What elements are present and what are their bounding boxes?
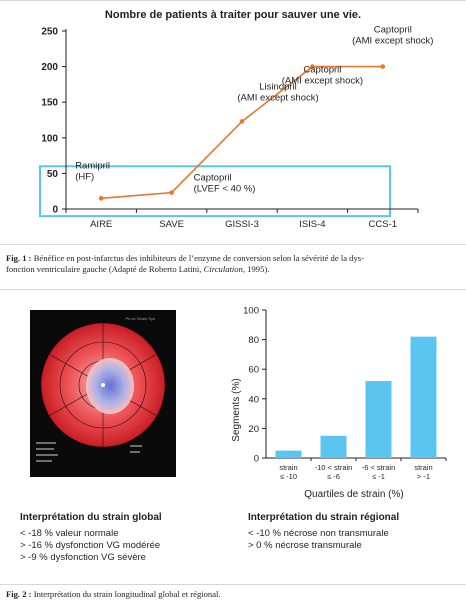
bar <box>275 450 302 458</box>
highlight-box <box>39 165 391 218</box>
bar-chart: Segments (%) Quartiles de strain (%) 0 20… <box>231 306 447 500</box>
figure-1-caption-line2-post: , 1995). <box>242 264 270 274</box>
data-annotation-line: (AMI except shock) <box>352 36 433 47</box>
data-point <box>98 196 104 201</box>
bar-category-label: -10 < strain ≤ -6 <box>315 463 353 481</box>
figure-1-caption-italic: Circulation <box>203 264 243 274</box>
figure-2-caption: Fig. 2 : Interprétation du strain longit… <box>6 589 462 600</box>
bar-chart-y-tick-label: 60 <box>248 365 259 376</box>
regional-strain-item: > 0 % nécrose transmurale <box>248 540 362 551</box>
bar-category-label: strain ≤ -10 <box>279 463 297 481</box>
data-annotation-line: (AMI except shock) <box>282 76 363 87</box>
y-tick-label: 150 <box>41 98 58 109</box>
polar-map-legend-text <box>36 442 142 462</box>
figure-1-label: Fig. 1 : <box>6 253 32 263</box>
figure-1-caption-line2-pre: fonction ventriculaire gauche (Adapté de… <box>6 264 204 274</box>
bar-chart-y-label: Segments (%) <box>231 378 242 441</box>
figure-2-label: Fig. 2 : <box>6 589 32 599</box>
bar-chart-y-tick-label: 80 <box>248 335 259 346</box>
bar-chart-y-tick-label: 20 <box>248 424 259 435</box>
global-strain-item: < -18 % valeur normale <box>20 528 119 539</box>
y-tick-label: 0 <box>52 205 58 216</box>
bar-category-label-line: ≤ -10 <box>280 472 297 481</box>
bar-category-label-line: > -1 <box>417 472 430 481</box>
polar-map-image: Pk ax Strain Sys <box>30 310 176 477</box>
figure-2-panel: Pk ax Strain Sys Segment <box>0 289 466 585</box>
bar-category-label: strain > -1 <box>414 463 432 481</box>
figure-1-panel: Nombre de patients à traiter pour sauver… <box>0 0 466 245</box>
data-annotation-line: (LVEF < 40 %) <box>194 184 256 195</box>
bar-category-label-line: strain <box>414 463 432 472</box>
bar-category-label-line: -10 < strain <box>315 463 353 472</box>
data-annotation: Ramipril (HF) <box>75 160 110 182</box>
data-point <box>169 190 174 195</box>
polar-map-center <box>101 383 105 387</box>
data-annotation-line: Captopril <box>194 173 232 184</box>
bar-category-label-line: strain <box>279 463 297 472</box>
data-annotation-line: (HF) <box>75 171 94 182</box>
y-tick-label: 200 <box>41 62 58 73</box>
chart-title: Nombre de patients à traiter pour sauver… <box>105 9 361 21</box>
data-annotation-line: Captopril <box>374 25 412 36</box>
figure-2-caption-text: Interprétation du strain longitudinal gl… <box>33 589 221 599</box>
y-tick-label: 50 <box>47 169 59 180</box>
bar-category-label: -6 < strain ≤ -1 <box>362 463 396 481</box>
global-strain-title: Interprétation du strain global <box>20 512 162 523</box>
regional-strain-title: Interprétation du strain régional <box>248 512 400 523</box>
figure-1-caption-line1: Bénéfice en post-infarctus des inhibiteu… <box>33 253 364 263</box>
bar-chart-x-label: Quartiles de strain (%) <box>304 489 403 500</box>
data-annotation: Captopril (AMI except shock) <box>352 25 433 47</box>
global-strain-list: < -18 % valeur normale > -16 % dysfoncti… <box>20 528 160 564</box>
bar-chart-y-tick-label: 0 <box>254 454 259 465</box>
data-point <box>310 64 315 69</box>
x-tick-label: CCS-1 <box>369 219 398 230</box>
data-annotation: Captopril (LVEF < 40 %) <box>194 173 256 195</box>
data-annotation-line: Ramipril <box>75 160 110 171</box>
global-strain-item: > -9 % dysfonction VG sévère <box>20 552 146 563</box>
data-point <box>239 119 245 124</box>
bar-chart-y-tick-label: 100 <box>243 306 259 317</box>
data-annotation: Lisinopril (AMI except shock) <box>237 81 318 103</box>
x-tick-label: GISSI-3 <box>225 219 259 230</box>
bar <box>320 435 347 458</box>
x-tick-label: SAVE <box>159 219 184 230</box>
data-annotation-line: (AMI except shock) <box>237 92 318 103</box>
y-tick-label: 250 <box>41 27 58 38</box>
regional-strain-list: < -10 % nécrose non transmurale > 0 % né… <box>248 528 389 552</box>
bar <box>410 336 437 458</box>
data-point <box>380 64 386 69</box>
x-tick-label: ISIS-4 <box>299 219 325 230</box>
bar <box>365 381 392 458</box>
figure-1-caption: Fig. 1 : Bénéfice en post-infarctus des … <box>6 253 462 275</box>
polar-map-title: Pk ax Strain Sys <box>126 316 155 321</box>
data-annotation: Captopril (AMI except shock) <box>282 65 363 87</box>
line-chart: Nombre de patients à traiter pour sauver… <box>39 9 433 230</box>
regional-strain-item: < -10 % nécrose non transmurale <box>248 528 389 539</box>
data-annotation-line: Lisinopril <box>259 81 297 92</box>
y-tick-label: 100 <box>41 133 58 144</box>
bar-category-label-line: ≤ -1 <box>372 472 385 481</box>
global-strain-item: > -16 % dysfonction VG modérée <box>20 540 161 551</box>
x-tick-label: AIRE <box>90 219 112 230</box>
bar-chart-y-tick-label: 40 <box>248 394 259 405</box>
polar-map-apex-zone <box>86 358 134 414</box>
data-annotation-line: Captopril <box>303 65 341 76</box>
bar-category-label-line: ≤ -6 <box>327 472 340 481</box>
strain-panel-svg: Pk ax Strain Sys <box>30 310 176 477</box>
bar-category-label-line: -6 < strain <box>362 463 396 472</box>
